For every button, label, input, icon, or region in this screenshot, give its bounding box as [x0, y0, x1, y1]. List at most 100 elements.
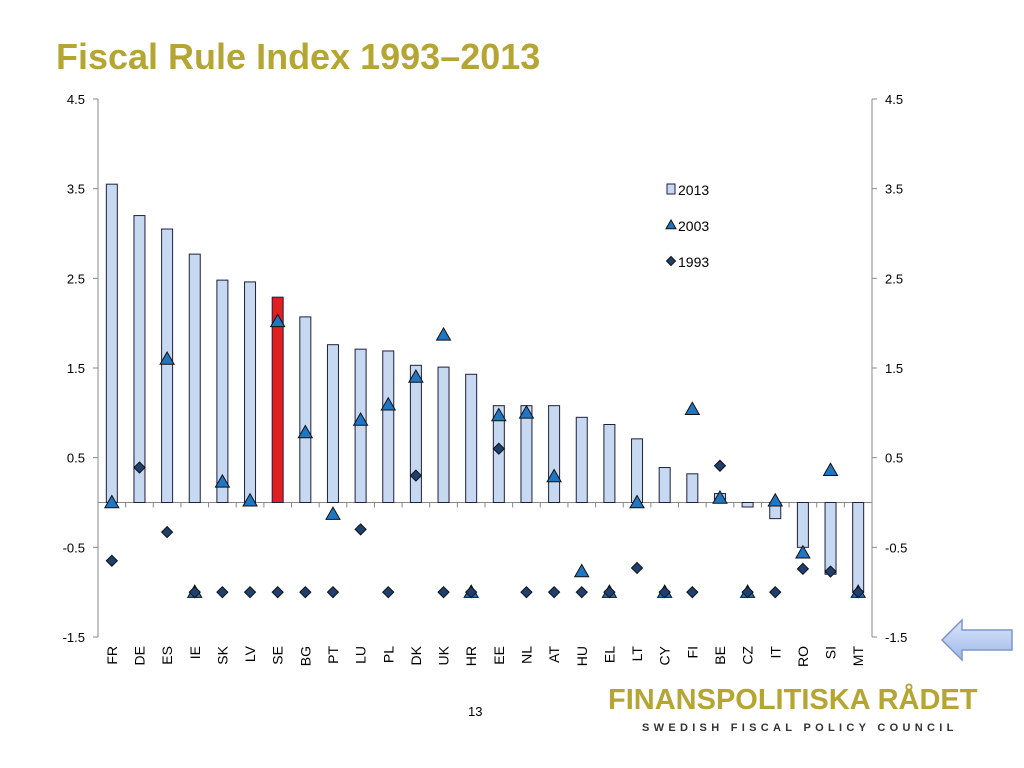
bar-2013-PT — [326, 344, 339, 504]
x-tick-label-PL: PL — [380, 646, 396, 663]
marker-2003-EE — [490, 407, 507, 422]
legend-label-2003: 2003 — [678, 218, 709, 234]
bar-2013-BG — [299, 316, 312, 504]
marker-1993-LU — [354, 523, 367, 536]
marker-2003-SE — [269, 313, 286, 328]
x-tick-label-CZ: CZ — [740, 646, 756, 665]
bar-2013-IE — [188, 253, 201, 503]
marker-2003-SI — [822, 462, 839, 476]
x-tick-label-NL: NL — [518, 646, 534, 664]
x-tick-label-EL: EL — [601, 646, 617, 663]
x-tick-label-AT: AT — [546, 646, 562, 663]
y-tick-label-right: 0.5 — [885, 451, 903, 466]
bar-2013-AT — [548, 405, 561, 503]
fiscal-rule-chart: 4.5 4.5 3.5 3.5 2.5 2.5 1.5 1.5 0.5 0.5 -0.5 -0.5 -1… — [63, 92, 908, 667]
marker-2003-LT — [629, 494, 645, 509]
y-tick-label-left: 3.5 — [67, 182, 85, 197]
marker-1993-DK — [409, 469, 423, 482]
page-number: 13 — [468, 704, 483, 719]
marker-1993-HU — [575, 585, 588, 599]
legend-label-2013: 2013 — [678, 182, 709, 198]
marker-1993-DE — [133, 461, 146, 474]
legend-swatch-1993 — [665, 255, 677, 267]
x-tick-label-IT: IT — [767, 646, 783, 659]
y-tick-label-right: -1.5 — [885, 630, 907, 645]
marker-2003-LV — [242, 492, 258, 507]
x-tick-label-LT: LT — [629, 646, 645, 662]
bar-2013-PL — [382, 350, 395, 504]
marker-1993-IE — [188, 585, 201, 599]
x-tick-label-LU: LU — [353, 646, 369, 664]
x-tick-label-UK: UK — [436, 645, 452, 665]
bar-2013-MT — [852, 502, 865, 593]
x-tick-label-LV: LV — [242, 645, 258, 662]
y-tick-label-left: 4.5 — [67, 92, 85, 107]
marker-2003-LU — [352, 411, 369, 426]
bar-2013-SK — [216, 279, 229, 504]
y-tick-label-left: -0.5 — [63, 540, 85, 555]
x-tick-label-HU: HU — [574, 646, 590, 666]
x-tick-label-MT: MT — [850, 646, 866, 667]
marker-1993-IT — [769, 585, 782, 599]
marker-1993-SK — [216, 585, 229, 599]
y-tick-label-right: 1.5 — [885, 361, 903, 376]
marker-1993-LV — [243, 585, 257, 599]
logo-name: FINANSPOLITISKA RÅDET — [608, 684, 978, 716]
marker-2003-FR — [103, 494, 120, 509]
marker-2003-PL — [380, 396, 397, 411]
x-tick-label-DE: DE — [131, 646, 147, 665]
x-tick-label-SI: SI — [823, 646, 839, 659]
x-tick-label-DK: DK — [408, 645, 424, 665]
marker-2003-FI — [684, 401, 701, 415]
x-tick-label-EE: EE — [491, 646, 507, 665]
marker-1993-MT — [851, 585, 865, 599]
marker-1993-CZ — [741, 585, 754, 599]
bar-2013-FR — [105, 183, 118, 504]
bar-2013-UK — [437, 366, 450, 503]
marker-1993-SE — [271, 585, 284, 599]
bar-2013-RO — [796, 502, 809, 548]
bar-2013-DE — [133, 215, 146, 503]
x-tick-label-FR: FR — [104, 646, 120, 665]
x-tick-label-CY: CY — [657, 645, 673, 665]
x-tick-label-ES: ES — [159, 646, 175, 665]
back-arrow-icon[interactable] — [940, 618, 1016, 662]
bar-2013-CZ — [741, 502, 754, 508]
bar-2013-LT — [631, 438, 644, 504]
bar-2013-CY — [658, 467, 671, 503]
marker-2003-PT — [325, 506, 341, 520]
marker-1993-AT — [547, 585, 561, 599]
marker-2003-RO — [795, 544, 811, 559]
marker-2003-DK — [408, 368, 424, 383]
legend-label-1993: 1993 — [678, 254, 709, 270]
marker-2003-BE — [712, 490, 728, 504]
x-tick-label-SE: SE — [270, 646, 286, 665]
bar-2013-HU — [575, 416, 588, 504]
marker-2003-SK — [214, 473, 231, 488]
x-tick-label-SK: SK — [214, 645, 230, 664]
marker-2003-BG — [297, 424, 314, 439]
marker-2003-IT — [767, 492, 784, 507]
x-tick-label-HR: HR — [463, 646, 479, 666]
marker-2003-UK — [435, 326, 452, 341]
logo-subtitle: SWEDISH FISCAL POLICY COUNCIL — [642, 722, 958, 734]
marker-1993-PT — [326, 585, 340, 599]
bar-2013-LV — [244, 281, 257, 504]
y-tick-label-left: -1.5 — [63, 630, 85, 645]
x-tick-label-BG: BG — [297, 646, 313, 666]
x-tick-label-IE: IE — [187, 646, 203, 659]
bar-2013-SE — [271, 296, 284, 503]
marker-1993-FI — [686, 585, 699, 599]
marker-1993-SI — [824, 565, 837, 578]
marker-2003-HU — [573, 563, 590, 578]
bar-2013-ES — [161, 228, 174, 503]
marker-1993-UK — [437, 585, 450, 599]
y-tick-label-right: 2.5 — [885, 271, 903, 286]
y-tick-label-left: 2.5 — [67, 271, 85, 286]
y-tick-label-right: -0.5 — [885, 540, 907, 555]
logo: FINANSPOLITISKA RÅDET SWEDISH FISCAL POL… — [604, 684, 1004, 744]
x-tick-label-RO: RO — [795, 646, 811, 667]
marker-1993-LT — [630, 561, 644, 575]
marker-1993-CY — [658, 585, 671, 599]
bar-2013-NL — [520, 405, 533, 503]
